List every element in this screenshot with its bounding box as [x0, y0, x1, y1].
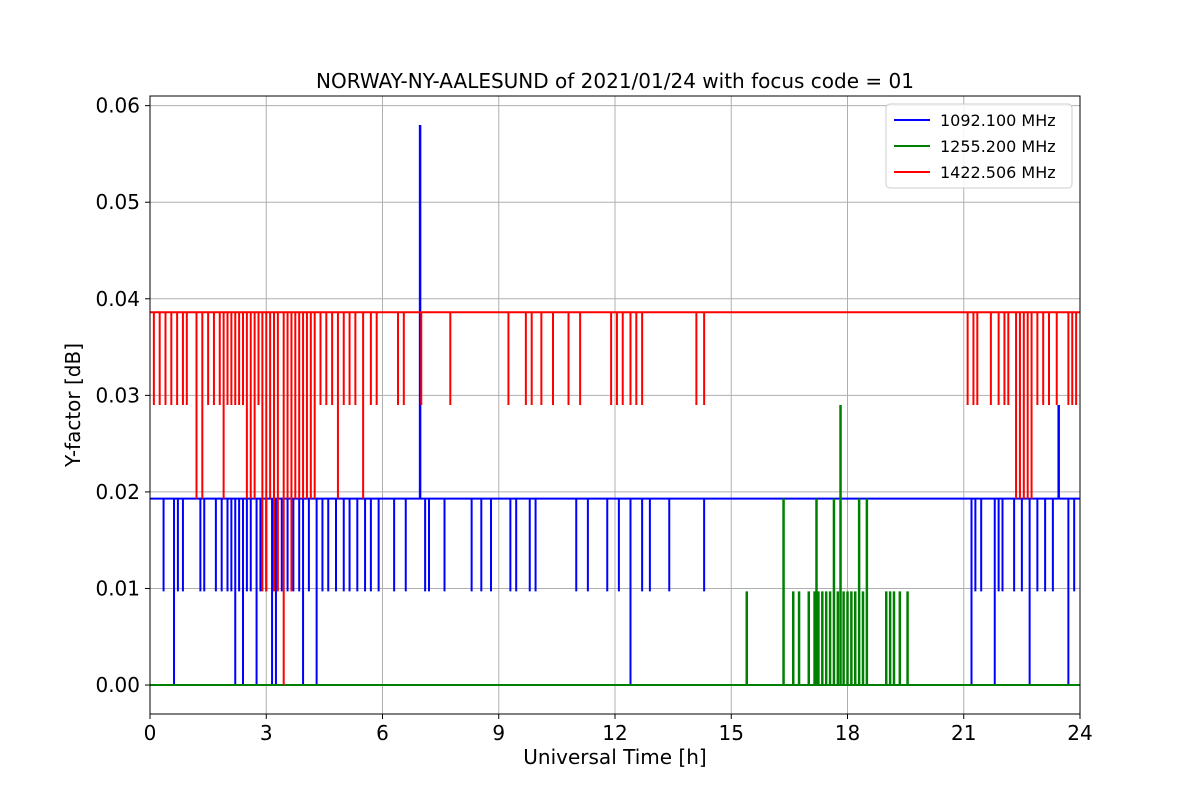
series-layer	[150, 124, 1080, 687]
legend: 1092.100 MHz 1255.200 MHz 1422.506 MHz	[885, 103, 1073, 189]
y-tick-label: 0.02	[95, 480, 140, 504]
series-2	[150, 405, 1080, 687]
x-tick-label: 24	[1067, 721, 1092, 745]
y-tick-label: 0.06	[95, 94, 140, 118]
y-tick-label: 0.03	[95, 383, 140, 407]
x-axis-label: Universal Time [h]	[523, 745, 706, 769]
legend-label: 1092.100 MHz	[940, 111, 1056, 130]
y-axis: 0.00 0.01 0.02 0.03 0.04 0.05 0.06	[95, 94, 150, 697]
y-tick-label: 0.04	[95, 287, 140, 311]
x-tick-label: 6	[376, 721, 389, 745]
plot-area	[149, 95, 1081, 715]
x-tick-label: 12	[602, 721, 627, 745]
y-tick-label: 0.01	[95, 576, 140, 600]
series-3	[150, 311, 1080, 686]
x-tick-label: 0	[144, 721, 157, 745]
x-tick-label: 21	[951, 721, 976, 745]
x-tick-label: 9	[492, 721, 505, 745]
legend-box	[885, 103, 1073, 189]
x-tick-label: 15	[719, 721, 744, 745]
y-tick-label: 0.00	[95, 673, 140, 697]
y-tick-label: 0.05	[95, 190, 140, 214]
x-axis: 0 3 6 9 12 15 18 21 24	[144, 714, 1093, 745]
legend-label: 1422.506 MHz	[940, 163, 1056, 182]
x-tick-label: 18	[835, 721, 860, 745]
x-tick-label: 3	[260, 721, 273, 745]
chart-title: NORWAY-NY-AALESUND of 2021/01/24 with fo…	[316, 69, 914, 93]
y-axis-label: Y-factor [dB]	[61, 343, 85, 468]
legend-label: 1255.200 MHz	[940, 137, 1056, 156]
